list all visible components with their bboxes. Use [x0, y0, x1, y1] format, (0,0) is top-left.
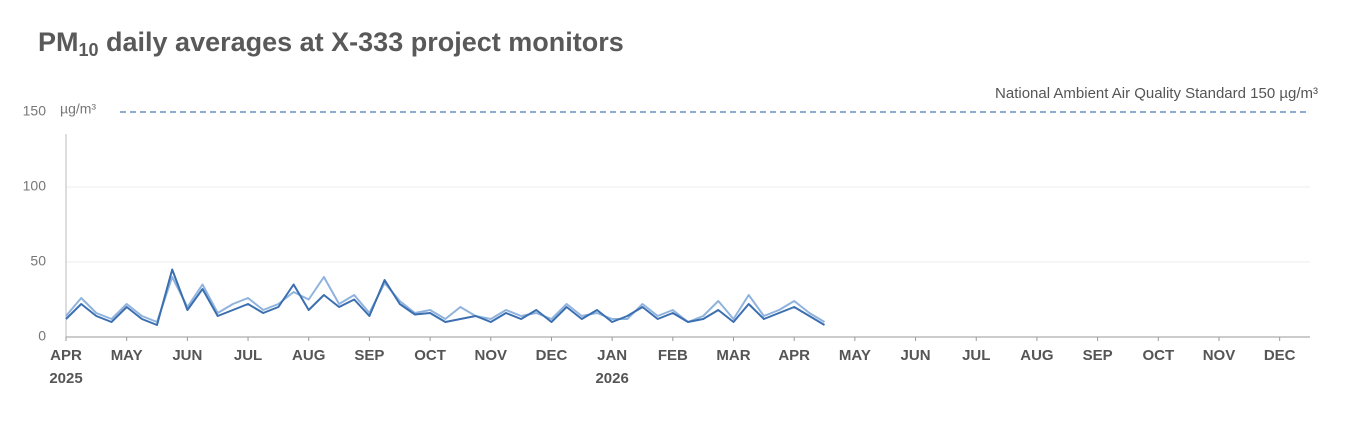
x-tick-label: FEB: [658, 347, 688, 364]
x-tick-label: JUN: [172, 347, 202, 364]
x-tick-label: JAN: [597, 347, 627, 364]
x-tick-label: DEC: [536, 347, 568, 364]
title-rest: daily averages at X-333 project monitors: [99, 27, 624, 57]
x-tick-label: MAY: [111, 347, 143, 364]
x-tick-label: MAR: [716, 347, 750, 364]
reference-label: National Ambient Air Quality Standard 15…: [995, 85, 1318, 102]
series-line: [65, 268, 826, 326]
year-label: 2025: [49, 370, 82, 387]
chart-title: PM10 daily averages at X-333 project mon…: [38, 27, 624, 60]
x-tick-label: OCT: [1142, 347, 1174, 364]
x-tick-label: APR: [50, 347, 82, 364]
x-tick-label: APR: [778, 347, 810, 364]
x-tick-label: OCT: [414, 347, 446, 364]
x-tick-label: MAY: [839, 347, 871, 364]
x-tick-label: JUL: [234, 347, 262, 364]
y-tick-label: 50: [30, 253, 46, 269]
x-tick-label: DEC: [1264, 347, 1296, 364]
x-tick-label: NOV: [1203, 347, 1236, 364]
x-tick-label: NOV: [475, 347, 508, 364]
y-tick-label: 150: [23, 103, 47, 119]
year-label: 2026: [595, 370, 628, 387]
x-tick-label: AUG: [292, 347, 325, 364]
x-tick-label: JUN: [901, 347, 931, 364]
title-main: PM: [38, 27, 79, 57]
x-tick-label: AUG: [1020, 347, 1053, 364]
y-tick-label: 100: [23, 178, 47, 194]
y-unit: µg/m³: [60, 101, 96, 117]
x-tick-label: SEP: [354, 347, 384, 364]
x-tick-label: SEP: [1083, 347, 1113, 364]
y-tick-label: 0: [38, 328, 46, 344]
series-line: [65, 276, 826, 323]
title-subscript: 10: [79, 40, 99, 60]
x-tick-label: JUL: [962, 347, 990, 364]
